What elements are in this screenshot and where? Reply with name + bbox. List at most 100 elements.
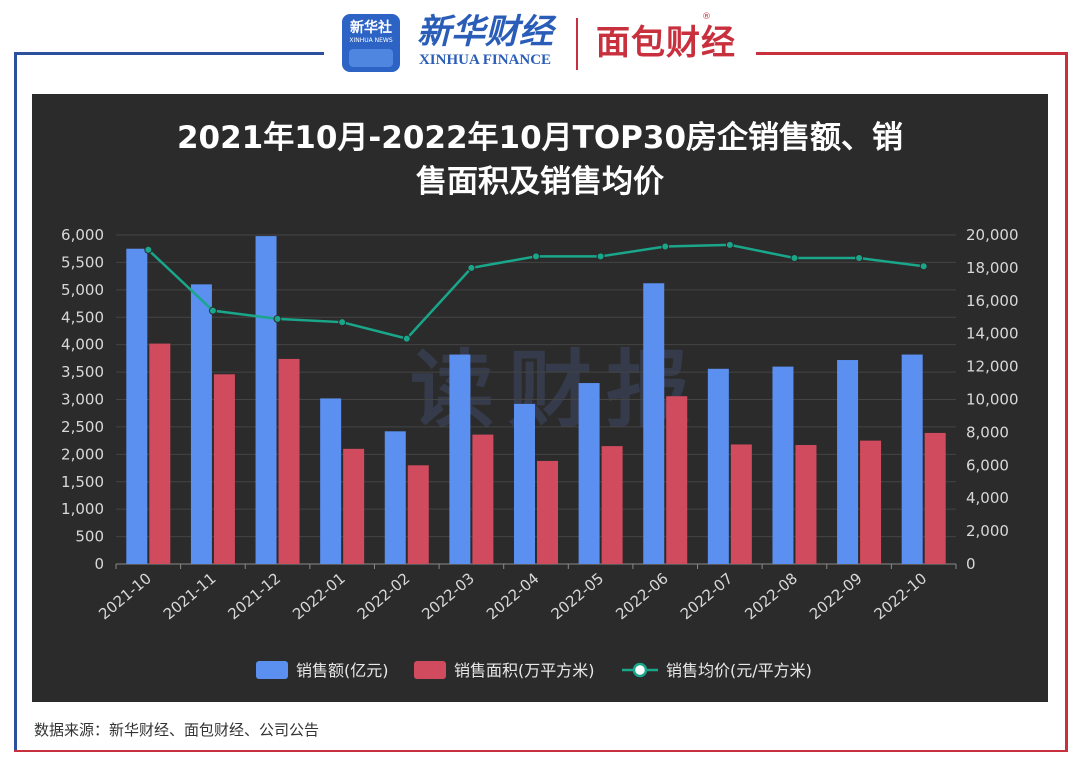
x-tick-label: 2022-07 xyxy=(677,569,737,623)
y-right-tick-label: 8,000 xyxy=(966,423,1009,441)
chart-title-line-2: 售面积及销售均价 xyxy=(416,164,664,200)
point-avg-price xyxy=(855,254,864,263)
bar-sales-amount xyxy=(255,236,277,564)
x-tick-label: 2021-11 xyxy=(160,569,220,623)
bar-sales-area xyxy=(860,440,882,564)
y-right-tick-label: 0 xyxy=(966,555,976,573)
point-avg-price xyxy=(596,252,605,261)
point-avg-price xyxy=(919,262,928,271)
point-avg-price xyxy=(338,318,347,327)
point-avg-price xyxy=(402,334,411,343)
y-right-tick-label: 18,000 xyxy=(966,259,1019,277)
legend-marker-avg-price xyxy=(632,662,648,678)
x-tick-label: 2022-02 xyxy=(354,569,414,623)
legend-label-avg-price: 销售均价(元/平方米) xyxy=(666,661,812,680)
legend-swatch-sales-amount xyxy=(256,661,288,679)
y-left-tick-label: 6,000 xyxy=(61,226,104,244)
point-avg-price xyxy=(532,252,540,261)
point-avg-price xyxy=(273,314,282,323)
y-right-tick-label: 20,000 xyxy=(966,226,1019,244)
x-tick-label: 2022-06 xyxy=(612,569,672,623)
point-avg-price xyxy=(725,240,734,249)
globe-network-icon xyxy=(349,49,393,67)
y-left-tick-label: 5,500 xyxy=(61,253,104,271)
y-left-tick-label: 0 xyxy=(94,555,104,573)
y-right-tick-label: 2,000 xyxy=(966,522,1009,540)
y-left-tick-label: 1,000 xyxy=(61,500,104,518)
bar-sales-area xyxy=(149,343,171,564)
y-left-tick-label: 4,500 xyxy=(61,308,104,326)
xinhua-badge-en: XINHUA NEWS xyxy=(349,37,393,44)
bar-sales-amount xyxy=(643,283,665,564)
frame-bottom-line xyxy=(14,750,1068,752)
chart-panel: 2021年10月-2022年10月TOP30房企销售额、销 售面积及销售均价 读财报… xyxy=(32,94,1048,702)
frame-left-line xyxy=(14,52,17,752)
x-tick-label: 2022-08 xyxy=(741,569,801,623)
point-avg-price xyxy=(208,306,217,315)
y-right-tick-label: 4,000 xyxy=(966,489,1009,507)
y-left-tick-label: 3,000 xyxy=(61,391,104,409)
header: 新华社 XINHUA NEWS 新华财经 XINHUA FINANCE 面包财经… xyxy=(0,0,1080,86)
y-right-tick-label: 12,000 xyxy=(966,358,1019,376)
bar-sales-amount xyxy=(384,431,406,564)
bar-sales-area xyxy=(278,358,300,564)
y-right-tick-label: 16,000 xyxy=(966,292,1019,310)
frame-right-line xyxy=(1065,52,1068,752)
xinhua-finance-logo: 新华财经 XINHUA FINANCE xyxy=(410,12,560,68)
bar-sales-amount xyxy=(901,354,923,564)
x-tick-label: 2022-03 xyxy=(418,569,478,623)
bar-sales-amount xyxy=(449,354,471,564)
bar-sales-area xyxy=(795,445,817,564)
xinhua-news-logo: 新华社 XINHUA NEWS xyxy=(342,14,400,72)
point-avg-price xyxy=(790,254,799,263)
legend-label-sales-area: 销售面积(万平方米) xyxy=(454,661,595,680)
frame-top-left-line xyxy=(14,52,324,55)
x-tick-label: 2022-01 xyxy=(289,569,349,623)
bar-sales-amount xyxy=(190,284,212,564)
bar-sales-area xyxy=(407,465,429,564)
bar-sales-amount xyxy=(578,383,600,564)
bar-sales-area xyxy=(601,446,623,564)
point-avg-price xyxy=(467,263,476,272)
x-tick-label: 2022-04 xyxy=(483,569,543,623)
y-left-tick-label: 1,500 xyxy=(61,473,104,491)
bar-sales-amount xyxy=(707,368,729,564)
xinhua-finance-cn: 新华财经 xyxy=(417,12,553,52)
y-left-tick-label: 2,500 xyxy=(61,418,104,436)
chart-svg: 2021年10月-2022年10月TOP30房企销售额、销售面积及销售均价读财报… xyxy=(61,120,1019,680)
bar-sales-amount xyxy=(320,398,342,564)
bar-sales-area xyxy=(666,396,688,564)
bar-sales-area xyxy=(730,444,752,564)
bar-sales-amount xyxy=(126,248,148,565)
chart-title-line-1: 2021年10月-2022年10月TOP30房企销售额、销 xyxy=(177,120,903,156)
frame-top-right-line xyxy=(756,52,1068,55)
bar-sales-area xyxy=(343,448,365,564)
x-tick-label: 2022-10 xyxy=(871,569,931,623)
legend-swatch-sales-area xyxy=(414,661,446,679)
logo-divider xyxy=(576,18,578,70)
xinhua-badge-text: 新华社 xyxy=(350,20,392,36)
y-left-tick-label: 2,000 xyxy=(61,445,104,463)
legend-label-sales-amount: 销售额(亿元) xyxy=(296,661,389,680)
point-avg-price xyxy=(661,242,670,251)
y-left-tick-label: 5,000 xyxy=(61,281,104,299)
bar-sales-amount xyxy=(772,366,794,564)
y-right-tick-label: 14,000 xyxy=(966,325,1019,343)
x-tick-label: 2022-09 xyxy=(806,569,866,623)
registered-mark-icon: ® xyxy=(702,12,711,22)
point-avg-price xyxy=(144,245,153,254)
bar-sales-area xyxy=(924,432,946,564)
y-left-tick-label: 4,000 xyxy=(61,336,104,354)
y-left-tick-label: 3,500 xyxy=(61,363,104,381)
x-tick-label: 2022-05 xyxy=(548,569,608,623)
x-tick-label: 2021-12 xyxy=(225,569,285,623)
data-source: 数据来源：新华财经、面包财经、公司公告 xyxy=(34,721,320,739)
y-left-tick-label: 500 xyxy=(75,528,104,546)
xinhua-finance-en: XINHUA FINANCE xyxy=(418,52,552,68)
y-right-tick-label: 6,000 xyxy=(966,456,1009,474)
bar-sales-area xyxy=(213,374,235,564)
bar-sales-area xyxy=(537,460,558,564)
mianbao-logo: 面包财经 xyxy=(596,23,736,63)
bar-sales-area xyxy=(472,434,494,564)
x-tick-label: 2021-10 xyxy=(95,569,155,623)
